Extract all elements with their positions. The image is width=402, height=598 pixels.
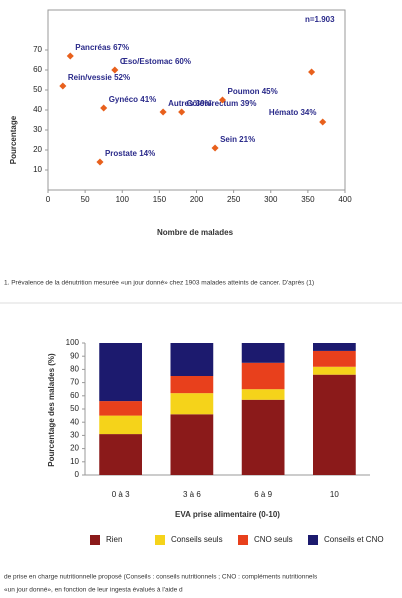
point-label: Prostate 14% xyxy=(105,149,155,158)
x-axis-label: Nombre de malades xyxy=(157,228,234,237)
point-label: Sein 21% xyxy=(220,135,255,144)
y-tick-label: 70 xyxy=(33,45,42,54)
y-tick-label: 60 xyxy=(70,391,79,400)
bar-segment xyxy=(170,393,214,415)
data-point xyxy=(211,144,219,152)
legend-swatch xyxy=(308,535,318,545)
y-tick-label: 40 xyxy=(33,105,42,114)
point-label: Hémato 34% xyxy=(269,108,317,117)
data-point xyxy=(308,68,316,76)
x-tick-label: 50 xyxy=(81,195,90,204)
bar-segment xyxy=(170,376,214,394)
y-tick-label: 10 xyxy=(70,457,79,466)
y-axis-label: Pourcentage des malades (%) xyxy=(47,353,56,467)
point-label: Côlon/rectum 39% xyxy=(187,99,257,108)
y-tick-label: 10 xyxy=(33,165,42,174)
y-tick-label: 20 xyxy=(70,444,79,453)
x-tick-label: 150 xyxy=(153,195,167,204)
point-label: Autres 39% xyxy=(168,99,212,108)
point-label: Poumon 45% xyxy=(227,87,277,96)
legend-label: CNO seuls xyxy=(254,535,293,544)
x-tick-label: 3 à 6 xyxy=(183,490,201,499)
legend-swatch xyxy=(238,535,248,545)
y-tick-label: 30 xyxy=(33,125,42,134)
data-point xyxy=(96,158,104,166)
bar-segment xyxy=(241,389,285,400)
data-point xyxy=(218,96,227,104)
point-label: Gynéco 41% xyxy=(109,95,157,104)
x-tick-label: 6 à 9 xyxy=(254,490,272,499)
bar-segment xyxy=(99,434,142,475)
y-axis-label: Pourcentage xyxy=(9,115,18,164)
x-tick-label: 350 xyxy=(301,195,315,204)
bar-segment xyxy=(313,343,356,351)
x-tick-label: 400 xyxy=(338,195,352,204)
point-label: Œso/Estomac 60% xyxy=(120,57,191,66)
bar-segment xyxy=(170,414,214,475)
caption: «un jour donné», en fonction de leur ing… xyxy=(4,587,183,594)
y-tick-label: 100 xyxy=(66,338,80,347)
y-tick-label: 90 xyxy=(70,351,79,360)
point-label: Pancréas 67% xyxy=(75,43,129,52)
bar-segment xyxy=(99,415,142,435)
caption: 1. Prévalence de la dénutrition mesurée … xyxy=(4,280,314,287)
x-tick-label: 0 à 3 xyxy=(112,490,130,499)
point-label: Rein/vessie 52% xyxy=(68,73,130,82)
y-tick-label: 80 xyxy=(70,365,79,374)
y-tick-label: 50 xyxy=(70,404,79,413)
bar-segment xyxy=(313,366,356,375)
y-tick-label: 70 xyxy=(70,378,79,387)
x-tick-label: 10 xyxy=(330,490,339,499)
bar-segment xyxy=(313,374,356,475)
y-tick-label: 60 xyxy=(33,65,42,74)
data-point xyxy=(100,104,108,112)
legend-label: Conseils seuls xyxy=(171,535,223,544)
legend-swatch xyxy=(90,535,100,545)
bar-segment xyxy=(170,343,214,376)
y-tick-label: 0 xyxy=(75,470,80,479)
caption: de prise en charge nutritionnelle propos… xyxy=(4,574,318,581)
legend-label: Rien xyxy=(106,535,122,544)
y-tick-label: 30 xyxy=(70,431,79,440)
x-tick-label: 100 xyxy=(116,195,130,204)
bar-segment xyxy=(99,343,142,402)
bar-segment xyxy=(241,343,285,363)
x-tick-label: 0 xyxy=(46,195,51,204)
legend-swatch xyxy=(155,535,165,545)
legend-label: Conseils et CNO xyxy=(324,535,384,544)
annotation: n=1.903 xyxy=(305,15,335,24)
y-tick-label: 50 xyxy=(33,85,42,94)
data-point xyxy=(159,108,167,116)
x-axis-label: EVA prise alimentaire (0-10) xyxy=(175,510,280,519)
y-tick-label: 40 xyxy=(70,417,79,426)
data-point xyxy=(111,66,119,74)
bar-segment xyxy=(241,362,285,390)
x-tick-label: 250 xyxy=(227,195,241,204)
bar-segment xyxy=(241,399,285,475)
data-point xyxy=(319,118,327,126)
bar-segment xyxy=(99,401,142,416)
bar-segment xyxy=(313,350,356,367)
x-tick-label: 300 xyxy=(264,195,278,204)
data-point xyxy=(178,108,186,116)
x-tick-label: 200 xyxy=(190,195,204,204)
y-tick-label: 20 xyxy=(33,145,42,154)
